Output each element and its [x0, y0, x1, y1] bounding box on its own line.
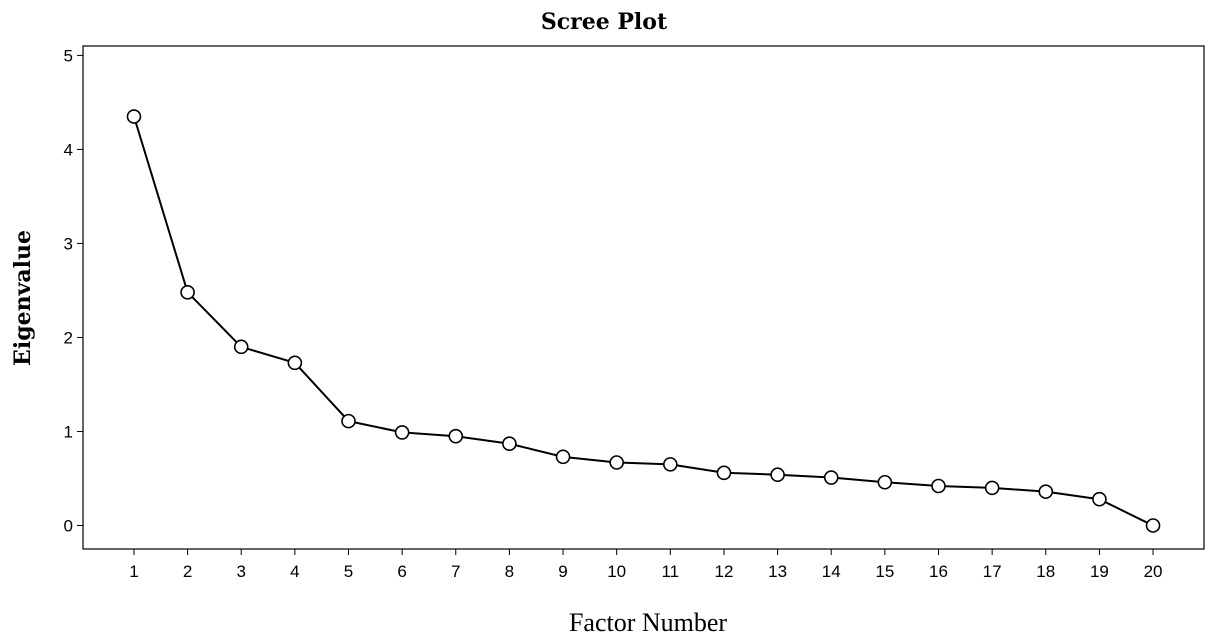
- y-tick-label: 1: [64, 422, 73, 441]
- y-tick-label: 2: [64, 328, 73, 347]
- series-line: [133, 116, 1154, 527]
- x-tick-label: 9: [558, 562, 567, 581]
- x-tick-label: 10: [607, 562, 626, 581]
- data-point: [394, 425, 410, 440]
- y-axis: 0 1 2 3 4 5: [64, 46, 83, 535]
- data-point: [180, 285, 195, 300]
- x-tick-label: 13: [768, 562, 787, 581]
- x-tick-label: 19: [1090, 562, 1109, 581]
- data-point: [984, 480, 1000, 496]
- data-point: [555, 449, 571, 465]
- data-point: [1092, 491, 1107, 507]
- data-point: [126, 109, 142, 124]
- x-tick-label: 4: [290, 562, 299, 581]
- plot-frame: [82, 45, 1205, 550]
- x-axis: 1 2 3 4 5 6 7 8 9 10 11 12 13 14 15 16 17 18 19 20: [129, 549, 1163, 581]
- x-tick-label: 6: [397, 562, 406, 581]
- data-point: [663, 457, 678, 472]
- x-tick-label: 15: [875, 562, 894, 581]
- x-tick-label: 20: [1144, 562, 1163, 581]
- y-axis-label: Eigenvalue: [10, 230, 36, 366]
- data-point: [448, 428, 464, 444]
- data-point: [287, 355, 303, 371]
- x-tick-label: 1: [129, 562, 138, 581]
- x-tick-label: 18: [1036, 562, 1055, 581]
- x-tick-label: 11: [661, 562, 679, 581]
- x-tick-label: 2: [183, 562, 192, 581]
- data-point: [877, 474, 893, 490]
- x-tick-label: 16: [929, 562, 948, 581]
- y-tick-label: 4: [64, 140, 73, 159]
- data-point: [502, 436, 517, 451]
- data-point: [609, 455, 624, 470]
- x-tick-label: 12: [714, 562, 733, 581]
- x-tick-label: 3: [236, 562, 245, 581]
- x-tick-label: 17: [983, 562, 1002, 581]
- data-point: [823, 470, 839, 485]
- x-axis-label: Factor Number: [569, 608, 727, 637]
- x-tick-label: 5: [344, 562, 353, 581]
- y-tick-label: 0: [64, 516, 73, 535]
- x-tick-label: 14: [822, 562, 841, 581]
- x-tick-label: 7: [451, 562, 460, 581]
- x-tick-label: 8: [505, 562, 514, 581]
- series-layer: [126, 109, 1161, 533]
- data-point: [931, 478, 946, 494]
- data-point: [770, 467, 785, 483]
- y-tick-label: 3: [64, 234, 73, 253]
- data-point: [1145, 518, 1161, 533]
- data-point: [341, 413, 356, 429]
- data-point: [716, 465, 732, 481]
- chart-title: Scree Plot: [541, 9, 668, 35]
- y-tick-label: 5: [64, 46, 73, 65]
- data-point: [233, 339, 249, 355]
- data-point: [1038, 484, 1054, 499]
